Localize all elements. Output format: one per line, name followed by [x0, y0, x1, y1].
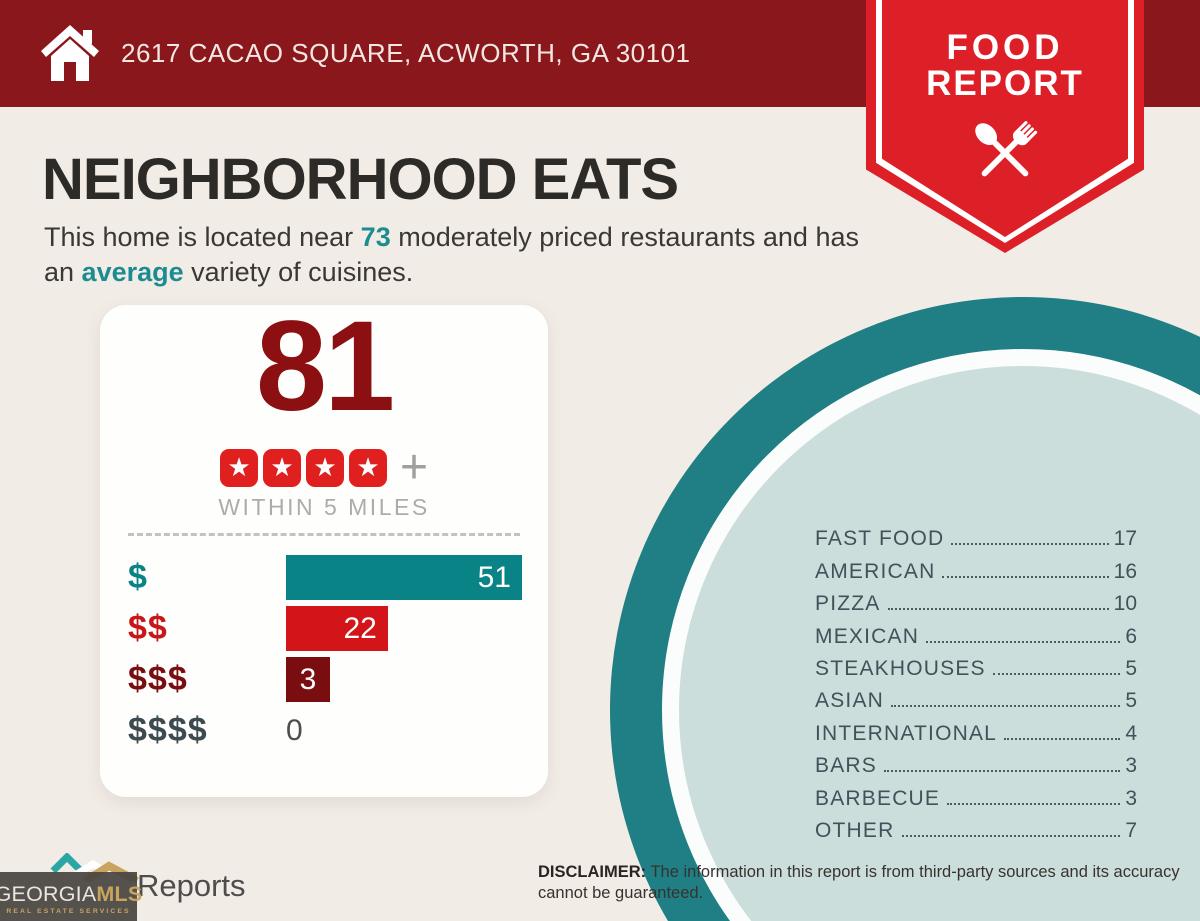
bar-row-price-3: $$$ 3: [128, 657, 522, 702]
category-label: BARS: [815, 754, 877, 778]
category-value: 5: [1125, 689, 1137, 713]
category-value: 5: [1125, 656, 1137, 680]
home-icon: [41, 25, 99, 81]
dotted-leader: [901, 834, 1121, 837]
bar-row-price-2: $$ 22: [128, 606, 522, 651]
category-label: OTHER: [815, 818, 895, 842]
page-subtitle: This home is located near 73 moderately …: [44, 220, 874, 289]
category-row: FAST FOOD 17: [815, 522, 1137, 554]
spoon-and-fork-crossed-icon: [975, 120, 1038, 176]
category-value: 7: [1125, 818, 1137, 842]
category-label: INTERNATIONAL: [815, 721, 998, 745]
bar-label: $$$$: [128, 711, 208, 749]
dotted-leader: [1004, 737, 1121, 740]
restaurant-count: 73: [360, 222, 391, 252]
bar-value: 3: [299, 662, 317, 696]
category-label: ASIAN: [815, 689, 885, 713]
category-value: 17: [1113, 527, 1137, 551]
category-row: MEXICAN 6: [815, 619, 1137, 651]
dotted-leader: [926, 640, 1121, 643]
bar-value: 0: [286, 713, 303, 747]
subtitle-text-post: variety of cuisines.: [183, 256, 414, 287]
restaurant-score: 81: [255, 295, 395, 438]
category-label: BARBECUE: [815, 786, 941, 810]
bar-value: 51: [477, 560, 511, 594]
mls-roof-icon: [65, 860, 139, 882]
dotted-leader: [947, 802, 1121, 805]
bar-label: $$$: [128, 660, 188, 698]
reports-roof-icon: [50, 853, 84, 873]
stars-row: ★ ★ ★ ★ +: [100, 444, 548, 492]
dashed-divider: [128, 533, 520, 536]
plus-sign: +: [399, 441, 429, 494]
bar: 0: [286, 708, 522, 753]
bar-value: 22: [343, 611, 377, 645]
category-value: 6: [1125, 624, 1137, 648]
dotted-leader: [951, 543, 1109, 546]
bar-row-price-4: $$$$ 0: [128, 708, 522, 753]
category-value: 4: [1125, 721, 1137, 745]
subtitle-text: This home is located near: [44, 222, 361, 252]
bar-label: $: [128, 558, 148, 596]
category-row: OTHER 7: [815, 814, 1137, 846]
dotted-leader: [992, 672, 1121, 675]
star-icon: ★: [262, 449, 301, 487]
property-address: 2617 CACAO SQUARE, ACWORTH, GA 30101: [121, 38, 691, 68]
food-report-ribbon: FOOD REPORT: [866, 0, 1144, 253]
category-row: BARBECUE 3: [815, 781, 1137, 813]
mls-logo-part1: GEORGIA: [0, 881, 97, 906]
category-row: INTERNATIONAL 4: [815, 716, 1137, 748]
variety-highlight: average: [81, 256, 184, 287]
category-value: 16: [1113, 559, 1137, 583]
reports-logo-text: Reports: [137, 868, 246, 903]
ribbon-title-line1: FOOD: [946, 28, 1064, 67]
category-label: STEAKHOUSES: [815, 656, 986, 680]
star-icon: ★: [219, 449, 258, 487]
dotted-leader: [887, 608, 1109, 611]
subtitle-text-mid: moderately priced restaurants and has an: [44, 222, 859, 287]
category-label: MEXICAN: [815, 624, 920, 648]
category-row: AMERICAN 16: [815, 554, 1137, 586]
dotted-leader: [942, 575, 1109, 578]
category-label: AMERICAN: [815, 559, 936, 583]
bar-row-price-1: $ 51: [128, 555, 522, 600]
category-row: ASIAN 5: [815, 684, 1137, 716]
dotted-leader: [884, 770, 1121, 773]
mls-logo-part2: MLS: [96, 881, 143, 906]
star-icon: ★: [348, 449, 387, 487]
category-value: 10: [1113, 592, 1137, 616]
category-row: PIZZA 10: [815, 587, 1137, 619]
category-list: FAST FOOD 17 AMERICAN 16 PIZZA 10 MEXICAN 6 STEA…: [815, 522, 1137, 846]
score-card: 81 ★ ★ ★ ★ + WITHIN 5 MILES $ 51 $$ 22 $$$ 3…: [100, 296, 548, 797]
bar: 22: [286, 606, 388, 651]
page-title: NEIGHBORHOOD EATS: [42, 147, 679, 212]
category-row: STEAKHOUSES 5: [815, 652, 1137, 684]
disclaimer-label: DISCLAIMER:: [538, 863, 647, 881]
category-label: PIZZA: [815, 592, 881, 616]
category-value: 3: [1125, 754, 1137, 778]
category-label: FAST FOOD: [815, 527, 945, 551]
miles-caption: WITHIN 5 MILES: [218, 494, 430, 520]
bar: 51: [285, 555, 522, 600]
price-bar-chart: $ 51 $$ 22 $$$ 3 $$$$ 0: [128, 555, 522, 759]
georgia-mls-logo: GEORGIAMLS REAL ESTATE SERVICES: [0, 872, 142, 921]
mls-logo-tagline: REAL ESTATE SERVICES: [6, 908, 131, 916]
dotted-leader: [891, 705, 1121, 708]
bar-label: $$: [128, 609, 168, 647]
star-icon: ★: [305, 449, 344, 487]
ribbon-title-line2: REPORT: [926, 64, 1084, 103]
category-value: 3: [1125, 786, 1137, 810]
bar: 3: [286, 657, 330, 702]
category-row: BARS 3: [815, 749, 1137, 781]
